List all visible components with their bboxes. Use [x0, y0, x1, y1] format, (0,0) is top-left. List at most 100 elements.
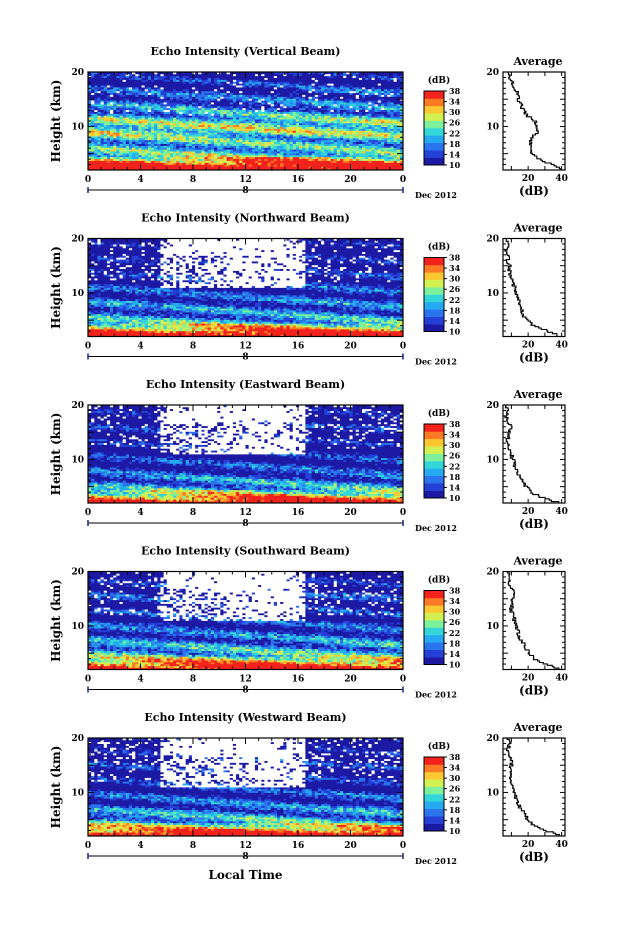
- profile-title: Average: [512, 222, 562, 235]
- x-tick-label: 8: [190, 175, 196, 185]
- profile-y-tick-label: 10: [486, 788, 499, 798]
- profile-x-tick-label: 20: [522, 174, 535, 184]
- colorbar-tick-label: 34: [449, 596, 461, 606]
- y-tick-label: 20: [71, 401, 84, 411]
- x-tick-label: 0: [85, 175, 91, 185]
- colorbar-tick-label: 10: [449, 160, 461, 170]
- day-marker: 8: [242, 519, 248, 529]
- x-tick-label: 0: [400, 175, 406, 185]
- x-tick-label: 20: [344, 175, 357, 185]
- x-tick-label: 4: [137, 342, 143, 352]
- colorbar-segment: [424, 591, 444, 599]
- panel-2: Echo Intensity (Northward Beam)1020Heigh…: [49, 212, 568, 367]
- colorbar-segment: [424, 454, 444, 462]
- profile-x-tick-label: 40: [555, 174, 568, 184]
- date-label: Dec 2012: [415, 690, 457, 700]
- colorbar-tick-label: 30: [449, 440, 461, 450]
- colorbar-segment: [424, 446, 444, 454]
- colorbar-tick-label: 18: [449, 305, 461, 315]
- colorbar-tick-label: 34: [449, 263, 461, 273]
- colorbar-segment: [424, 113, 444, 121]
- x-tick-label: 12: [239, 841, 252, 851]
- profile-x-label: (dB): [519, 184, 549, 198]
- colorbar-segment: [424, 642, 444, 650]
- x-tick-label: 8: [190, 342, 196, 352]
- colorbar-segment: [424, 158, 444, 166]
- colorbar-tick-label: 34: [449, 430, 461, 440]
- y-tick-label: 20: [71, 235, 84, 245]
- colorbar-segment: [424, 302, 444, 310]
- colorbar-segment: [424, 424, 444, 432]
- colorbar-segment: [424, 258, 444, 266]
- x-tick-label: 20: [344, 342, 357, 352]
- colorbar-unit: (dB): [428, 575, 450, 586]
- date-label: Dec 2012: [415, 856, 457, 866]
- x-tick-label: 4: [137, 675, 143, 685]
- profile-x-tick-label: 20: [522, 674, 535, 684]
- panel-title: Echo Intensity (Southward Beam): [141, 545, 350, 558]
- profile-frame: [503, 239, 565, 337]
- colorbar-tick-label: 26: [449, 784, 461, 794]
- date-label: Dec 2012: [415, 190, 457, 200]
- colorbar-segment: [424, 801, 444, 809]
- colorbar-tick-label: 18: [449, 139, 461, 149]
- x-tick-label: 16: [292, 841, 305, 851]
- profile-title: Average: [512, 55, 562, 68]
- colorbar-tick-label: 30: [449, 607, 461, 617]
- profile-x-tick-label: 20: [522, 840, 535, 850]
- colorbar-segment: [424, 491, 444, 499]
- x-tick-label: 8: [190, 841, 196, 851]
- colorbar-tick-label: 18: [449, 805, 461, 815]
- y-axis-label: Height (km): [49, 746, 63, 829]
- colorbar-tick-label: 30: [449, 107, 461, 117]
- x-tick-label: 0: [400, 675, 406, 685]
- profile-x-label: (dB): [519, 351, 549, 365]
- colorbar-segment: [424, 135, 444, 143]
- panel-4: Echo Intensity (Southward Beam)1020Heigh…: [49, 545, 568, 700]
- y-tick-label: 20: [71, 734, 84, 744]
- x-tick-label: 20: [344, 675, 357, 685]
- profile-y-tick-label: 10: [486, 455, 499, 465]
- y-tick-label: 10: [71, 455, 84, 465]
- colorbar-segment: [424, 598, 444, 606]
- x-tick-label: 4: [137, 841, 143, 851]
- date-label: Dec 2012: [415, 523, 457, 533]
- profile-x-label: (dB): [519, 850, 549, 864]
- colorbar-segment: [424, 757, 444, 765]
- colorbar-segment: [424, 121, 444, 129]
- x-axis-label: Local Time: [208, 868, 282, 882]
- colorbar-segment: [424, 628, 444, 636]
- heatmap-cells: [88, 572, 403, 670]
- colorbar-tick-label: 22: [449, 295, 460, 305]
- profile-y-tick-label: 20: [486, 568, 499, 578]
- colorbar-segment: [424, 772, 444, 780]
- colorbar-tick-label: 26: [449, 284, 461, 294]
- day-marker: 8: [242, 686, 248, 696]
- colorbar-segment: [424, 468, 444, 476]
- profile-x-tick-label: 20: [522, 507, 535, 517]
- profile-x-label: (dB): [519, 684, 549, 698]
- colorbar-segment: [424, 309, 444, 317]
- x-tick-label: 0: [400, 508, 406, 518]
- colorbar-tick-label: 30: [449, 274, 461, 284]
- colorbar-tick-label: 10: [449, 493, 461, 503]
- x-tick-label: 20: [344, 841, 357, 851]
- profile-title: Average: [512, 555, 562, 568]
- profile-y-tick-label: 20: [486, 235, 499, 245]
- colorbar-tick-label: 38: [449, 586, 461, 596]
- heatmap-cells: [88, 239, 403, 337]
- y-tick-label: 20: [71, 568, 84, 578]
- colorbar-unit: (dB): [428, 741, 450, 752]
- panel-title: Echo Intensity (Northward Beam): [141, 212, 350, 225]
- x-tick-label: 0: [85, 508, 91, 518]
- heatmap-cells: [88, 405, 403, 503]
- colorbar-unit: (dB): [428, 408, 450, 419]
- colorbar-segment: [424, 779, 444, 787]
- y-axis-label: Height (km): [49, 413, 63, 496]
- x-tick-label: 0: [400, 342, 406, 352]
- x-tick-label: 12: [239, 675, 252, 685]
- panel-5: Echo Intensity (Westward Beam)1020Height…: [49, 711, 568, 866]
- colorbar-segment: [424, 620, 444, 628]
- colorbar-tick-label: 22: [449, 128, 460, 138]
- colorbar-segment: [424, 295, 444, 303]
